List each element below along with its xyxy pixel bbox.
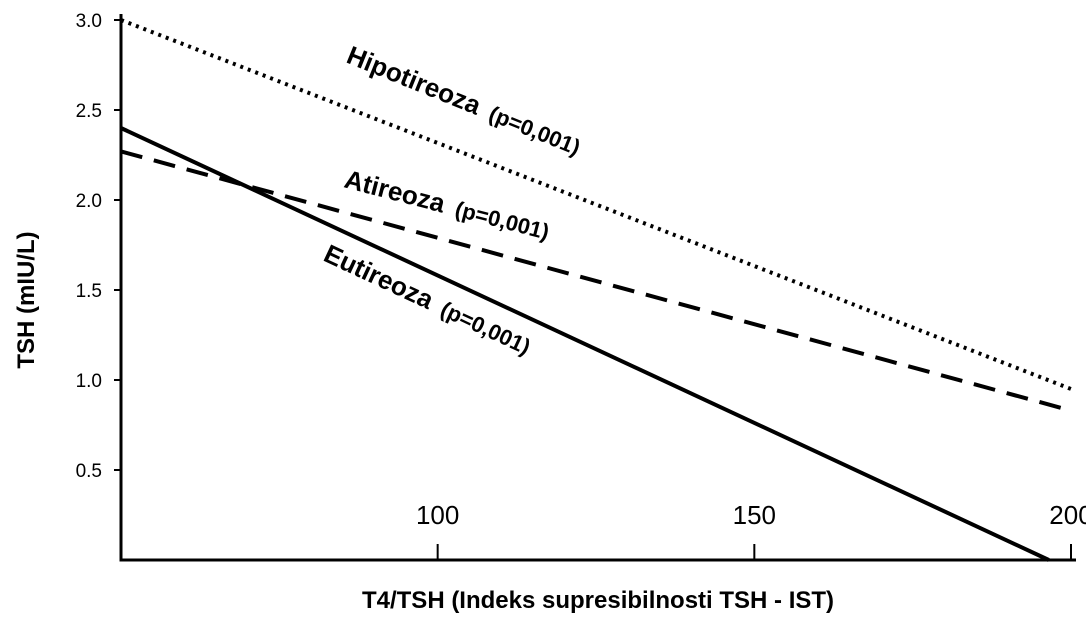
annotation: Hipotireoza(p=0,001) (343, 40, 586, 161)
annotation-note: (p=0,001) (486, 101, 584, 160)
x-tick-label: 100 (416, 500, 459, 530)
series-line (120, 126, 1050, 562)
x-axis-label: T4/TSH (Indeks supresibilnosti TSH - IST… (362, 587, 834, 614)
annotation: Eutireoza(p=0,001) (319, 238, 536, 360)
annotation-label: Hipotireoza (343, 40, 486, 121)
series-line (120, 18, 1072, 391)
x-tick-label: 200 (1049, 500, 1086, 530)
annotation-label: Atireoza (341, 164, 448, 219)
annotation-note: (p=0,001) (453, 196, 552, 244)
y-tick-label: 2.0 (76, 191, 102, 212)
annotation-note: (p=0,001) (437, 296, 535, 359)
x-tick-label: 150 (733, 500, 776, 530)
y-tick-label: 3.0 (76, 11, 102, 32)
y-tick-label: 2.5 (76, 101, 102, 122)
y-tick-label: 1.5 (76, 281, 102, 302)
y-tick-label: 0.5 (76, 461, 102, 482)
y-axis-label: TSH (mIU/L) (13, 231, 40, 368)
annotation: Atireoza(p=0,001) (341, 164, 552, 246)
y-tick-label: 1.0 (76, 371, 102, 392)
series-line (120, 149, 1072, 413)
